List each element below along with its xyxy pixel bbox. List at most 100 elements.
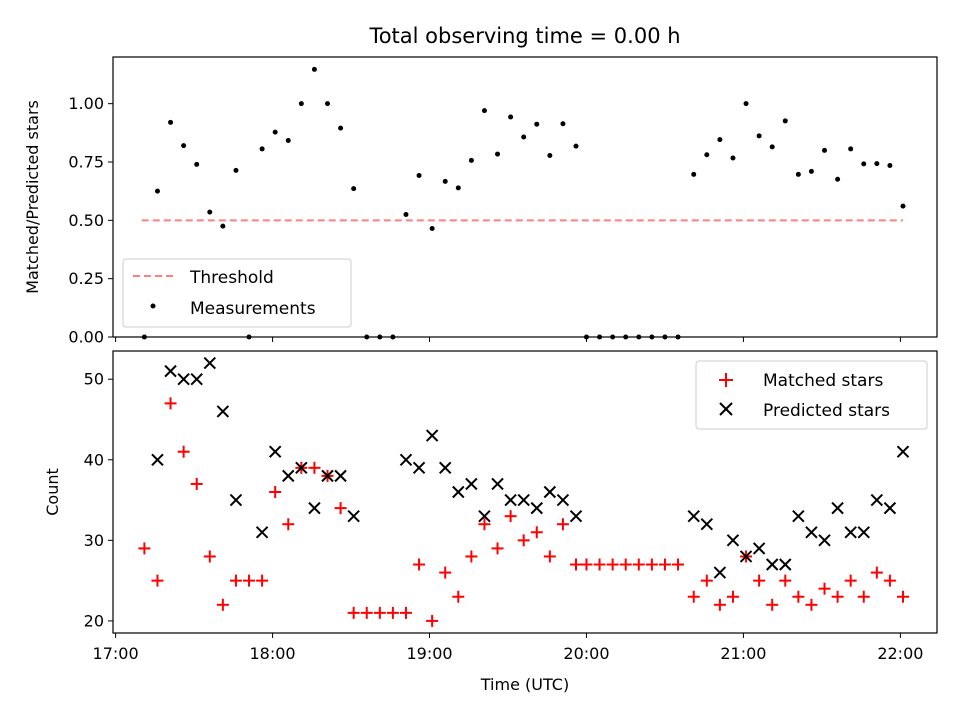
- measurement-point: [782, 118, 788, 124]
- x-tick-label: 21:00: [720, 644, 766, 663]
- measurement-point: [717, 137, 723, 143]
- matched-star-point: [645, 558, 658, 571]
- predicted-star-point: [321, 469, 334, 483]
- matched-star-point: [606, 558, 619, 571]
- measurement-point: [597, 334, 603, 340]
- predicted-star-point: [818, 534, 831, 547]
- matched-star-point: [478, 518, 491, 531]
- matched-star-point: [556, 518, 569, 531]
- predicted-star-point: [151, 453, 164, 466]
- matched-star-point: [229, 574, 242, 587]
- predicted-star-point: [870, 493, 884, 507]
- matched-star-point: [347, 606, 360, 619]
- predicted-star-point: [412, 461, 426, 475]
- measurement-point: [298, 101, 304, 107]
- measurement-point: [704, 152, 710, 158]
- top-plot-frame: [112, 56, 938, 338]
- measurement-point: [351, 186, 357, 192]
- measurement-point: [207, 209, 213, 215]
- matched-star-point: [818, 582, 831, 595]
- top-y-tick-label: 0.75: [68, 153, 104, 172]
- predicted-star-point: [700, 518, 714, 531]
- legend-predicted-label: Predicted stars: [763, 401, 890, 421]
- top-y-tick-label: 1.00: [68, 94, 104, 113]
- predicted-star-point: [229, 493, 243, 507]
- measurement-point: [377, 334, 383, 340]
- predicted-star-point: [569, 509, 583, 523]
- matched-star-point: [844, 574, 857, 587]
- measurement-point: [272, 129, 278, 135]
- measurement-point: [325, 101, 331, 107]
- bottom-legend: Matched stars Predicted stars: [695, 360, 928, 430]
- matched-star-point: [334, 502, 347, 515]
- matched-star-point: [672, 558, 685, 571]
- top-y-axis-label: Matched/Predicted stars: [23, 100, 42, 294]
- matched-star-point: [256, 574, 269, 587]
- x-tick-label: 20:00: [563, 644, 609, 663]
- matched-star-point: [530, 526, 543, 539]
- measurement-point: [534, 121, 540, 127]
- matched-star-point: [269, 486, 282, 498]
- matched-star-point: [632, 558, 645, 571]
- matched-star-point: [896, 590, 909, 603]
- measurement-point: [154, 188, 160, 194]
- measurement-point: [649, 334, 655, 340]
- predicted-star-point: [896, 445, 910, 458]
- matched-star-point: [386, 606, 399, 619]
- matched-star-point: [138, 542, 151, 555]
- measurement-point: [756, 133, 762, 139]
- measurement-point: [848, 146, 854, 152]
- measurement-point: [259, 146, 265, 152]
- matched-star-point: [308, 461, 321, 474]
- predicted-star-point: [425, 429, 439, 442]
- measurement-point: [691, 171, 697, 177]
- matched-star-point: [282, 518, 295, 531]
- matched-star-point: [243, 574, 256, 587]
- matched-star-point: [517, 534, 530, 547]
- top-y-tick-label: 0.00: [68, 328, 104, 347]
- predicted-star-point: [399, 453, 413, 466]
- matched-star-point: [413, 558, 426, 571]
- matched-star-point: [726, 590, 739, 603]
- measurement-point: [168, 119, 174, 125]
- legend-matched-swatch: [719, 373, 733, 387]
- measurement-point: [874, 161, 880, 167]
- measurement-point: [495, 151, 501, 157]
- matched-star-point: [151, 574, 164, 587]
- predicted-star-point: [844, 526, 857, 539]
- predicted-star-point: [164, 364, 177, 378]
- measurement-point: [194, 161, 200, 167]
- predicted-star-point: [687, 509, 700, 523]
- matched-star-point: [658, 558, 671, 571]
- matched-star-point: [399, 606, 412, 619]
- top-legend: Threshold Measurements: [122, 258, 352, 328]
- matched-star-point: [580, 558, 593, 571]
- measurement-point: [822, 147, 828, 153]
- matched-star-point: [619, 558, 632, 571]
- measurement-point: [338, 125, 344, 131]
- measurement-point: [662, 334, 668, 340]
- matched-star-point: [465, 550, 478, 563]
- matched-star-point: [753, 574, 766, 587]
- matched-star-point: [883, 574, 896, 587]
- measurement-point: [743, 101, 749, 107]
- measurement-point: [547, 152, 553, 158]
- matched-star-point: [452, 590, 465, 603]
- measurement-point: [285, 138, 291, 144]
- measurement-point: [403, 212, 409, 217]
- predicted-star-point: [713, 566, 727, 579]
- matched-star-point: [360, 606, 373, 619]
- x-tick-label: 22:00: [877, 644, 923, 663]
- legend-predicted-swatch: [719, 402, 733, 416]
- matched-star-point: [203, 550, 216, 563]
- measurement-point: [311, 66, 317, 72]
- x-axis-label: Time (UTC): [480, 675, 569, 694]
- predicted-star-point: [295, 461, 308, 475]
- measurement-point: [795, 171, 801, 177]
- matched-star-point: [766, 598, 779, 611]
- matched-star-point: [593, 558, 606, 571]
- matched-star-point: [491, 542, 504, 555]
- bottom-y-tick-label: 30: [84, 531, 104, 550]
- measurement-point: [730, 155, 736, 161]
- predicted-star-point: [268, 445, 282, 458]
